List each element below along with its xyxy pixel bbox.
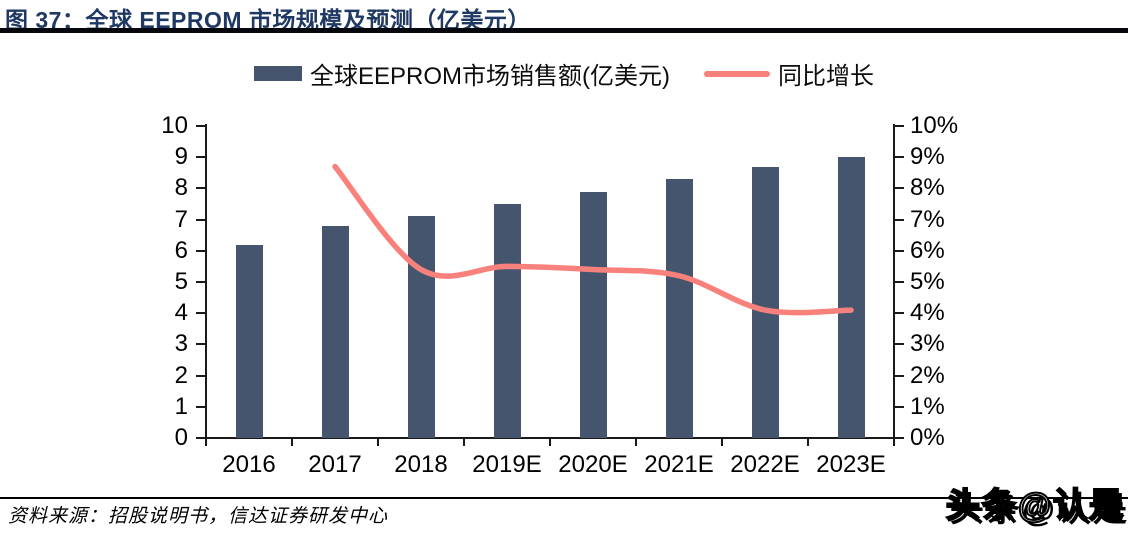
right-axis-tick-label: 10% xyxy=(910,112,959,139)
x-axis-tick xyxy=(549,439,551,446)
watermark: 头条@认是 xyxy=(945,486,1125,526)
chart-legend: 全球EEPROM市场销售额(亿美元) 同比增长 xyxy=(0,56,1128,91)
x-axis-tick xyxy=(205,439,207,446)
right-axis-tick xyxy=(895,218,904,221)
footer-rule xyxy=(0,497,1128,499)
left-axis-tick xyxy=(196,187,205,190)
source-note: 资料来源：招股说明书，信达证券研发中心 xyxy=(8,506,389,527)
right-axis-tick-label: 6% xyxy=(910,236,945,264)
right-axis-tick-label: 9% xyxy=(910,143,945,171)
right-axis-tick-label: 5% xyxy=(910,268,945,295)
x-axis-category-label: 2022E xyxy=(730,451,800,478)
x-axis-category-label: 2016 xyxy=(222,451,276,478)
left-axis-tick xyxy=(196,343,205,346)
legend-item-sales: 全球EEPROM市场销售额(亿美元) xyxy=(254,56,670,91)
left-axis-tick xyxy=(196,374,205,377)
bar-2022E xyxy=(751,166,779,438)
bar-2023E xyxy=(837,157,865,438)
left-axis-tick-label: 4 xyxy=(174,299,188,327)
left-axis-tick-label: 10 xyxy=(161,112,188,139)
x-axis-category-label: 2018 xyxy=(394,451,448,478)
right-axis-tick xyxy=(895,281,904,283)
right-axis-tick-label: 1% xyxy=(910,392,945,420)
left-axis-tick-label: 6 xyxy=(174,236,188,264)
x-axis-tick xyxy=(893,439,895,446)
x-axis-category-label: 2023E xyxy=(816,451,886,478)
left-axis-tick xyxy=(196,312,205,315)
right-axis-tick xyxy=(895,125,904,127)
right-axis-tick-label: 7% xyxy=(910,205,945,233)
left-axis-tick-label: 9 xyxy=(174,143,188,171)
left-axis-tick xyxy=(196,156,205,159)
x-axis-tick xyxy=(807,439,809,446)
bar-2019E xyxy=(493,204,521,438)
right-axis-tick-label: 8% xyxy=(910,174,945,202)
right-axis-tick xyxy=(895,405,904,408)
bar-2016 xyxy=(235,244,263,438)
x-axis-tick xyxy=(377,439,379,446)
right-axis-tick-label: 2% xyxy=(910,361,945,389)
line-legend-swatch xyxy=(704,70,770,77)
left-axis-tick-label: 5 xyxy=(174,268,188,295)
right-axis-tick xyxy=(895,156,904,159)
right-axis-tick xyxy=(895,343,904,346)
x-axis-tick xyxy=(463,439,465,446)
left-axis-tick-label: 3 xyxy=(174,330,188,358)
left-axis-tick-label: 2 xyxy=(174,361,188,389)
legend-label-sales: 全球EEPROM市场销售额(亿美元) xyxy=(310,63,670,90)
left-axis-tick xyxy=(196,437,205,439)
left-axis-line xyxy=(205,124,207,446)
growth-line xyxy=(332,163,854,316)
x-axis-tick xyxy=(721,439,723,446)
right-axis-tick-label: 3% xyxy=(910,330,945,358)
x-axis-tick xyxy=(635,439,637,446)
bar-legend-swatch xyxy=(254,66,302,81)
right-axis-tick-label: 0% xyxy=(910,424,945,451)
x-axis-line xyxy=(205,437,895,439)
right-axis-tick xyxy=(895,374,904,377)
bar-2021E xyxy=(665,179,693,438)
left-axis-tick xyxy=(196,281,205,283)
right-axis-tick xyxy=(895,187,904,190)
left-axis-tick-label: 0 xyxy=(174,424,188,451)
right-axis-tick-label: 4% xyxy=(910,299,945,327)
left-axis-tick xyxy=(196,405,205,408)
right-axis-tick xyxy=(895,312,904,315)
left-axis-tick-label: 1 xyxy=(174,392,188,420)
x-axis-category-label: 2020E xyxy=(558,451,628,478)
bar-2017 xyxy=(321,225,349,438)
right-axis-tick xyxy=(895,437,904,439)
x-axis-category-label: 2017 xyxy=(308,451,362,478)
bar-2018 xyxy=(407,216,435,438)
x-axis-tick xyxy=(291,439,293,446)
left-axis-tick xyxy=(196,249,205,252)
right-axis-tick xyxy=(895,249,904,252)
bar-2020E xyxy=(579,191,607,438)
title-rule xyxy=(0,28,1128,33)
left-axis-tick-label: 8 xyxy=(174,174,188,202)
legend-label-growth: 同比增长 xyxy=(778,63,874,90)
legend-item-growth: 同比增长 xyxy=(704,56,874,91)
left-axis-tick xyxy=(196,218,205,221)
right-axis-line xyxy=(893,124,895,446)
left-axis-tick xyxy=(196,125,205,127)
x-axis-category-label: 2019E xyxy=(472,451,542,478)
x-axis-category-label: 2021E xyxy=(644,451,714,478)
left-axis-tick-label: 7 xyxy=(174,205,188,233)
